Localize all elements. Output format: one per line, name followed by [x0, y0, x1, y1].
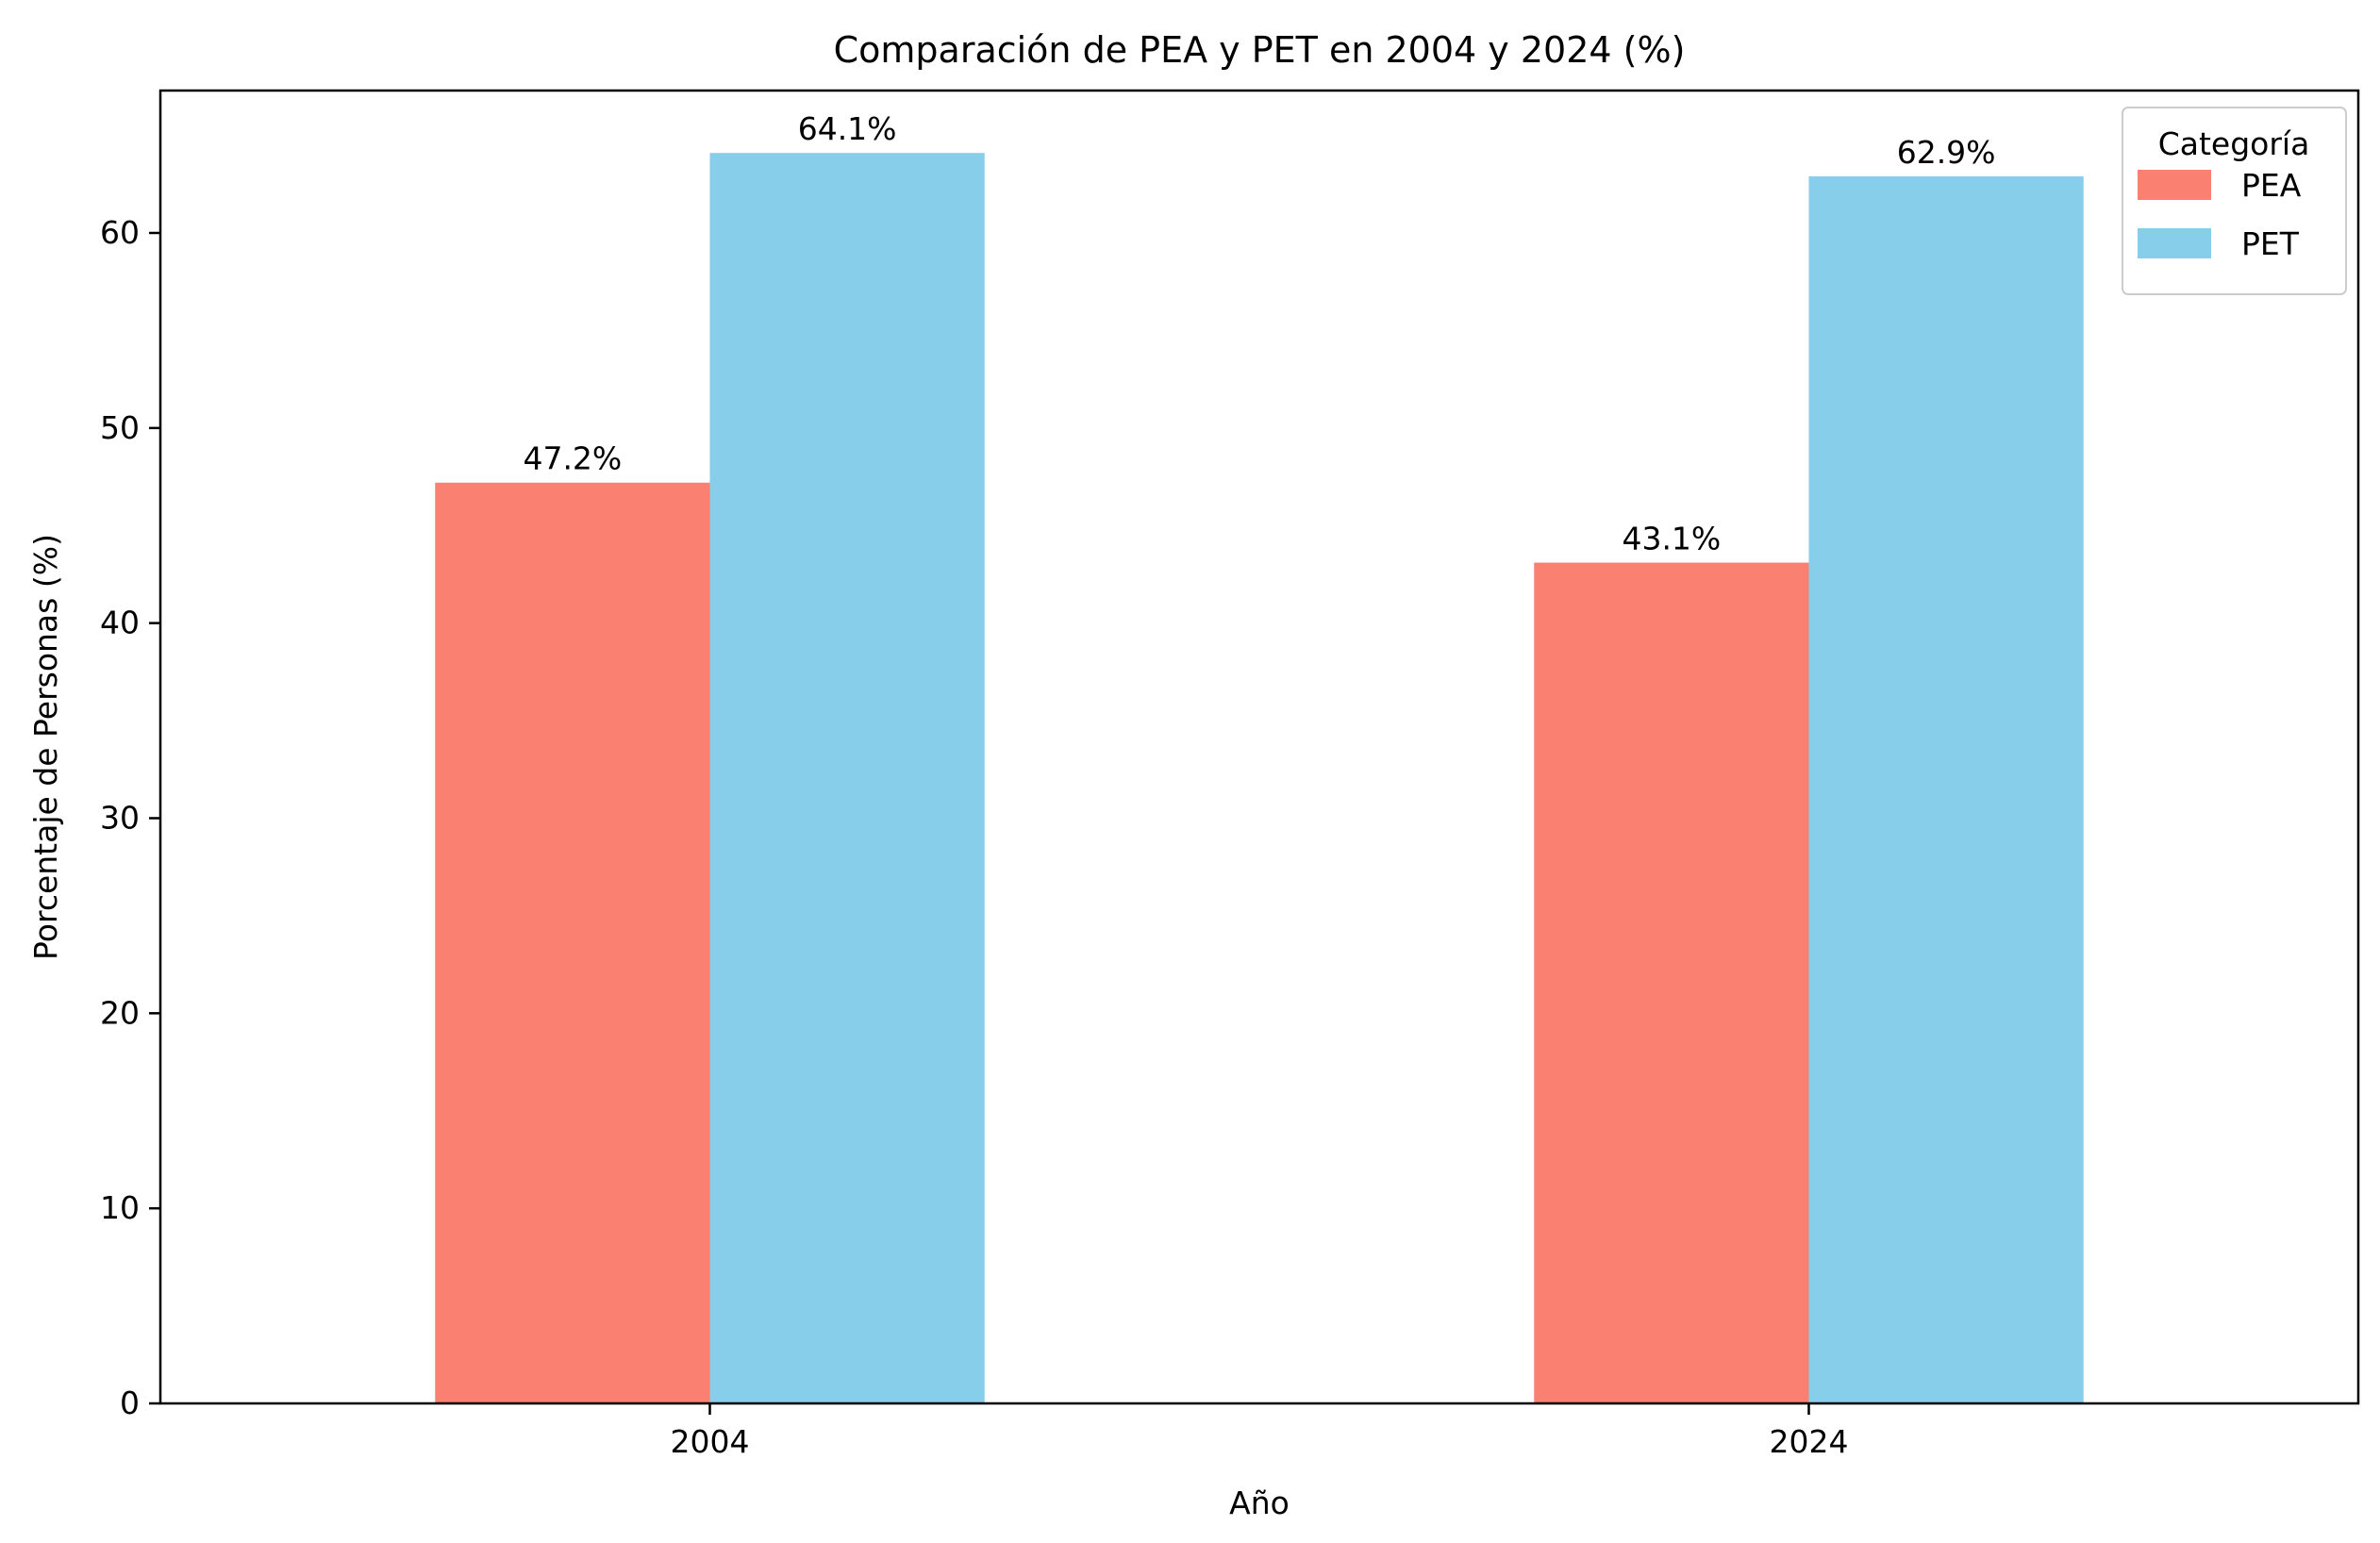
y-tick-label: 20 [100, 994, 140, 1031]
x-axis: 2004 2024 [671, 1403, 1849, 1460]
bars-group [435, 153, 2084, 1403]
y-tick-label: 10 [100, 1189, 140, 1226]
legend-label-pet: PET [2241, 225, 2300, 262]
bar-pea-2004 [435, 482, 710, 1403]
legend: Categoría PEA PET [2122, 107, 2347, 295]
y-tick-label: 30 [100, 799, 140, 836]
legend-label-pea: PEA [2241, 167, 2302, 204]
data-label-pea-2004: 47.2% [523, 440, 622, 477]
data-label-pet-2024: 62.9% [1897, 134, 1996, 171]
chart-title: Comparación de PEA y PET en 2004 y 2024 … [834, 29, 1686, 71]
x-axis-label: Año [1229, 1485, 1290, 1521]
bar-pea-2024 [1534, 562, 1809, 1403]
y-tick-label: 60 [100, 214, 140, 251]
data-label-pea-2024: 43.1% [1622, 521, 1721, 557]
bar-pet-2004 [709, 153, 985, 1403]
y-axis: 0 10 20 30 40 50 60 [100, 214, 160, 1421]
data-labels-group: 47.2% 43.1% 64.1% 62.9% [523, 110, 1995, 556]
legend-swatch-pea [2138, 170, 2211, 200]
legend-items: PEA PET [2138, 167, 2302, 262]
y-tick-label: 40 [100, 605, 140, 641]
bar-pet-2024 [1808, 176, 2084, 1403]
data-label-pet-2004: 64.1% [798, 110, 897, 147]
plot-frame [158, 89, 2360, 1405]
y-tick-label: 50 [100, 409, 140, 446]
y-axis-label: Porcentaje de Personas (%) [27, 534, 64, 960]
y-tick-label: 0 [120, 1385, 140, 1421]
x-tick-label: 2004 [671, 1423, 750, 1460]
legend-title: Categoría [2158, 125, 2310, 162]
x-tick-label: 2024 [1770, 1423, 1849, 1460]
legend-swatch-pet [2138, 228, 2211, 258]
